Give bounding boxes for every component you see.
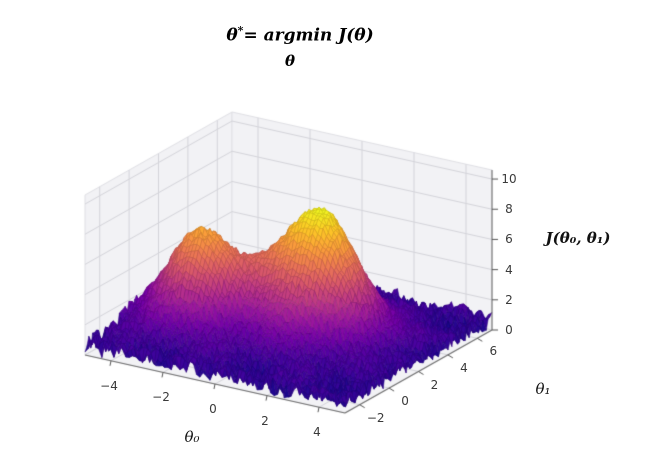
x-axis-label: θ₀ (184, 428, 200, 446)
z-tick-label: 6 (505, 232, 513, 247)
y-tick-label: 2 (430, 377, 439, 392)
z-tick-label: 8 (505, 202, 513, 217)
y-tick-label: −2 (366, 410, 385, 425)
title-argmin: = argmin J(θ) (243, 25, 374, 46)
plot-title: θ*= argmin J(θ) (226, 24, 373, 46)
title-theta: θ (226, 25, 238, 46)
title-star: * (237, 24, 244, 37)
x-tick-label: 4 (313, 425, 321, 440)
z-tick-label: 2 (505, 292, 513, 307)
z-tick-label: 10 (501, 172, 517, 187)
z-tick-label: 4 (505, 262, 513, 277)
y-axis-label: θ₁ (535, 380, 551, 398)
x-tick-label: −4 (100, 378, 118, 393)
y-tick-label: 4 (460, 360, 468, 375)
x-tick-label: −2 (152, 390, 170, 405)
x-tick-label: 2 (261, 413, 269, 428)
y-tick-label: 6 (489, 344, 498, 359)
y-tick-label: 0 (401, 394, 409, 409)
x-tick-label: 0 (209, 402, 217, 416)
plot-title-argmin-subscript: θ (284, 52, 296, 70)
z-axis-label: J(θ₀, θ₁) (545, 229, 611, 247)
z-tick-label: 0 (505, 323, 513, 337)
